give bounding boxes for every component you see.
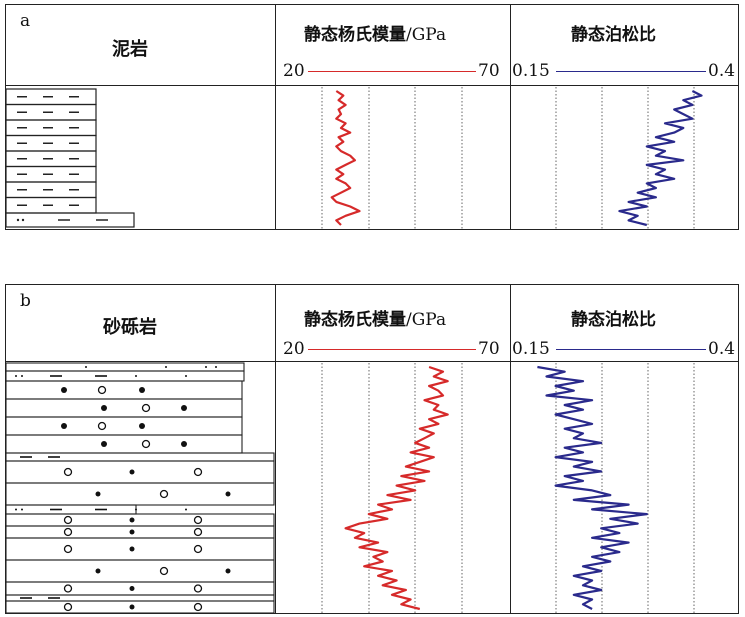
grain-dot [181,441,187,447]
grain-dot [21,508,23,511]
pebble-ring [193,602,203,612]
poisson-scale-max: 0.4 [708,339,736,359]
lithology-column [5,88,135,228]
pebble-ring [63,544,73,554]
rock-layer [5,594,275,602]
pebble-ring [63,602,73,612]
log-plot [321,87,703,229]
modulus-curve [344,365,449,611]
grain-dot [95,568,101,574]
lithology-title: 砂砾岩 [103,317,157,338]
grain-dot [165,366,167,368]
pebble-ring [141,439,151,449]
grain-dot [135,375,137,377]
modulus-curve [330,90,361,226]
modulus-title: 静态杨氏模量/GPa [304,310,447,330]
pebble-ring [63,584,73,593]
grain-dot [95,491,101,497]
grain-dot [129,546,135,552]
rock-layer [5,398,243,418]
pebble-ring [63,527,73,537]
rock-layer [5,513,275,527]
rock-layer [5,362,245,372]
siltstone-layer [5,212,135,228]
poisson-scale-min: 0.15 [512,61,550,81]
pebble-ring [193,515,203,525]
panel-letter: b [20,291,31,311]
pebble-ring [97,385,107,395]
grain-dot [181,405,187,411]
poisson-curve [537,365,648,610]
rock-layer [5,460,275,484]
modulus-scale-min: 20 [283,339,305,359]
modulus-title: 静态杨氏模量/GPa [304,25,447,45]
grain-dot [205,366,207,368]
grain-dot [139,423,145,429]
grain-dot [15,508,17,511]
pebble-ring [97,421,107,431]
pebble-ring [141,403,151,413]
poisson-scale-min: 0.15 [512,339,550,359]
panel-letter: a [20,11,31,31]
grain-dot [101,441,107,447]
grain-dot [129,529,135,535]
poisson-scale-line [556,71,706,72]
grain-dot [129,604,135,610]
rock-layer [5,416,243,436]
poisson-title: 静态泊松比 [571,310,656,330]
rock-layer [5,482,275,506]
rock-layer [5,370,245,382]
lithology-title: 泥岩 [112,39,148,60]
poisson-curve [618,90,703,227]
grain-dot [101,405,107,411]
pebble-ring [63,467,73,477]
pebble-ring [193,527,203,537]
grain-dot [129,586,135,591]
pebble-ring [193,467,203,477]
grain-dot [129,517,135,523]
silt-dot [16,218,20,222]
grain-dot [185,375,187,377]
modulus-scale-line [308,349,476,350]
grain-dot [225,491,231,497]
rock-layer [5,537,275,561]
poisson-title: 静态泊松比 [571,25,656,45]
grain-dot [185,508,187,511]
panel-a: a 泥岩 静态杨氏模量/GPa 20 70 静态泊松比 0.15 0.4 [5,4,739,230]
log-plot [321,363,695,613]
poisson-scale-max: 0.4 [708,61,736,81]
rock-layer [5,380,243,400]
grain-dot [21,375,23,377]
lithology-column [5,362,275,614]
modulus-scale-max: 70 [478,61,500,81]
modulus-scale-line [308,71,476,72]
rock-layer [5,434,243,454]
grain-dot [85,366,87,368]
modulus-scale-max: 70 [478,339,500,359]
pebble-ring [193,584,203,593]
pebble-ring [193,544,203,554]
silt-dot [21,218,25,222]
grain-dot [139,387,145,393]
grain-dot [215,366,217,368]
grain-dot [135,508,137,511]
grain-dot [225,568,231,574]
rock-layer [5,504,137,515]
grain-dot [15,375,17,377]
modulus-scale-min: 20 [283,61,305,81]
rock-layer [5,525,275,539]
pebble-ring [159,566,169,576]
pebble-ring [159,489,169,499]
panel-b: b 砂砾岩 静态杨氏模量/GPa 20 70 静态泊松比 0.15 0.4 [5,284,739,614]
poisson-scale-line [556,349,706,350]
grain-dot [129,469,135,475]
grain-dot [61,387,67,393]
rock-layer [5,581,275,596]
grain-dot [61,423,67,429]
rock-layer [5,600,275,614]
pebble-ring [63,515,73,525]
rock-layer [5,559,275,583]
rock-layer [5,452,275,462]
